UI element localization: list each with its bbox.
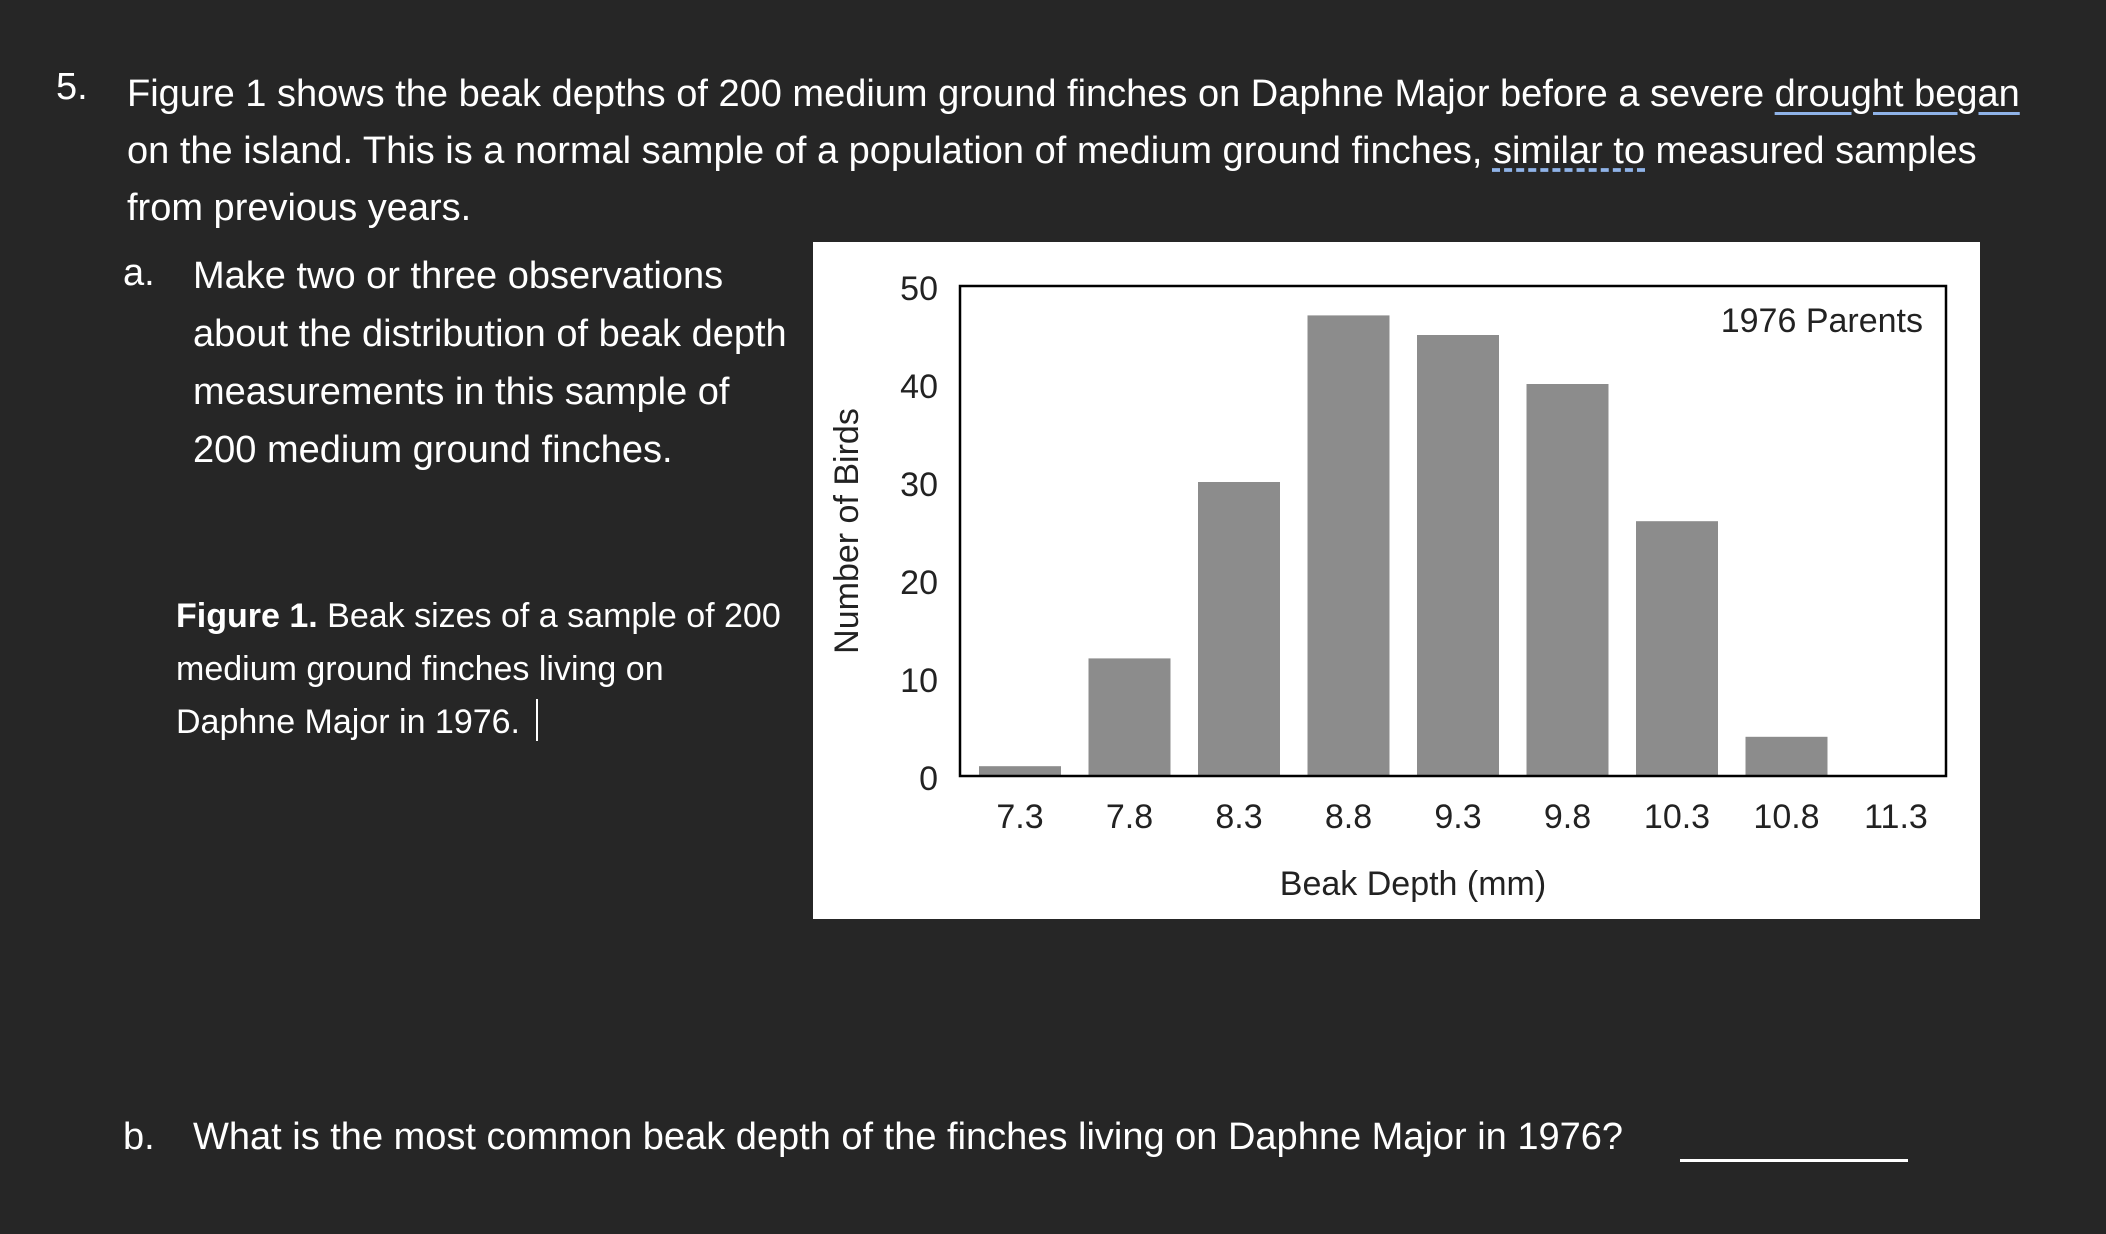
question-text: Figure 1 shows the beak depths of 200 me… <box>127 66 2027 237</box>
x-tick-label-9.3: 9.3 <box>1434 798 1481 836</box>
y-tick-label-30: 30 <box>900 466 938 504</box>
x-tick-label-11.3: 11.3 <box>1864 798 1928 836</box>
bar-chart-svg: 0 10 20 30 40 50 7.3 7.8 8.3 8.8 9.3 9.8 10.3 10.8 11.… <box>828 270 1948 903</box>
answer-blank-line[interactable] <box>1680 1159 1908 1162</box>
question-text-part-1: drought began <box>1774 73 2020 115</box>
bar-7.8 <box>1088 658 1171 776</box>
part-b-text: What is the most common beak depth of th… <box>193 1116 1624 1158</box>
question-text-part-0: Figure 1 shows the beak depths of 200 me… <box>127 73 1775 115</box>
bar-8.8 <box>1307 315 1390 776</box>
y-axis-label: Number of Birds <box>828 408 866 654</box>
part-a-label: a. <box>123 252 155 294</box>
legend-label: 1976 Parents <box>1721 302 1923 340</box>
question-number: 5. <box>56 66 88 108</box>
bar-7.3 <box>979 766 1061 776</box>
y-tick-label-0: 0 <box>919 760 938 798</box>
y-tick-label-50: 50 <box>900 270 938 308</box>
x-tick-label-8.3: 8.3 <box>1215 798 1262 836</box>
x-tick-label-10.3: 10.3 <box>1644 798 1710 836</box>
figure-caption-text: Beak sizes of a sample of 200 medium gro… <box>176 597 781 741</box>
y-tick-label-20: 20 <box>900 564 938 602</box>
plot-frame <box>958 284 1948 778</box>
question-text-part-3: similar to <box>1492 130 1645 172</box>
bar-10.8 <box>1745 736 1828 776</box>
question-text-part-4: measured samples from previous years. <box>127 130 1977 229</box>
figure-caption-label: Figure 1. <box>176 597 318 635</box>
bar-9.8 <box>1526 384 1609 776</box>
y-tick-label-10: 10 <box>900 662 938 700</box>
bar-chart: 0 10 20 30 40 50 7.3 7.8 8.3 8.8 9.3 9.8 10.3 10.8 11.… <box>813 242 1980 919</box>
question-text-part-2: on the island. This is a normal sample o… <box>127 130 1493 172</box>
x-tick-label-9.8: 9.8 <box>1544 798 1591 836</box>
part-a-text: Make two or three observations about the… <box>193 255 787 471</box>
x-tick-label-7.8: 7.8 <box>1106 798 1153 836</box>
bar-10.3 <box>1636 521 1718 776</box>
text-cursor <box>536 699 539 741</box>
x-tick-label-8.8: 8.8 <box>1325 798 1372 836</box>
part-b-label: b. <box>123 1116 155 1158</box>
x-axis-label: Beak Depth (mm) <box>1280 865 1546 903</box>
y-tick-label-40: 40 <box>900 368 938 406</box>
x-tick-label-10.8: 10.8 <box>1753 798 1819 836</box>
bar-8.3 <box>1198 482 1280 776</box>
figure-caption: Figure 1. Beak sizes of a sample of 200 … <box>176 590 786 749</box>
x-tick-label-7.3: 7.3 <box>996 798 1043 836</box>
bar-9.3 <box>1417 335 1499 776</box>
